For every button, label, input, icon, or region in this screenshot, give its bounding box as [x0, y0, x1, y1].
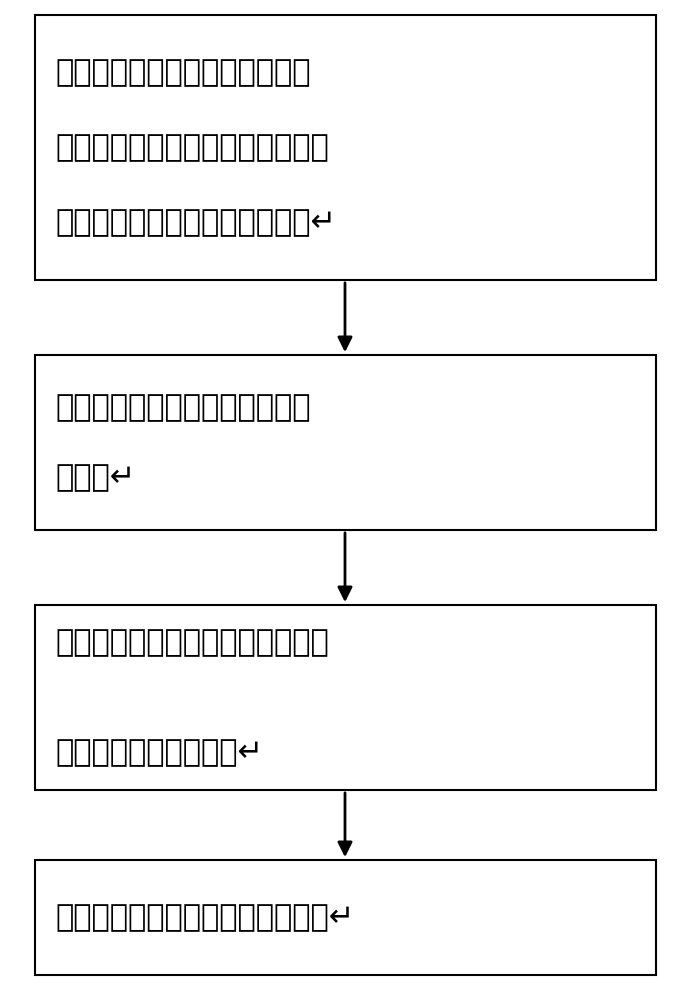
Text: 核的细胞核相对微针的位置范围↵: 核的细胞核相对微针的位置范围↵ [55, 208, 336, 237]
FancyBboxPatch shape [34, 355, 655, 530]
Text: 对细胞核抽取过程进行有限元建: 对细胞核抽取过程进行有限元建 [55, 58, 310, 87]
FancyBboxPatch shape [34, 860, 655, 975]
FancyBboxPatch shape [34, 15, 655, 280]
FancyBboxPatch shape [34, 605, 655, 790]
Text: 去核过程中细胞的朝向↵: 去核过程中细胞的朝向↵ [55, 738, 263, 767]
Text: 获得细胞核相对于极体的三维分: 获得细胞核相对于极体的三维分 [55, 393, 310, 422]
Text: 定量控制胞质去除量进行细胞去核↵: 定量控制胞质去除量进行细胞去核↵ [55, 903, 355, 932]
Text: 确定焦平面上的极体点位作为细胞: 确定焦平面上的极体点位作为细胞 [55, 628, 329, 657]
Text: 布范围↵: 布范围↵ [55, 463, 135, 492]
Text: 模，确定以较少胞质去除量完成去: 模，确定以较少胞质去除量完成去 [55, 133, 329, 162]
